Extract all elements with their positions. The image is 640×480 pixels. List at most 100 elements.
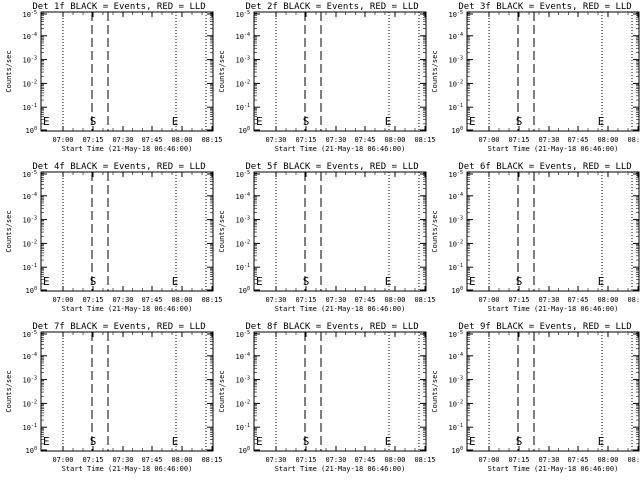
marker-end-label: E xyxy=(598,435,605,448)
x-tick-label: 08:15 xyxy=(627,456,640,464)
y-tick-exponent: -4 xyxy=(244,192,250,198)
x-axis-label: Start Time (21-May-18 06:46:00) xyxy=(275,305,406,313)
x-axis-label: Start Time (21-May-18 06:46:00) xyxy=(275,145,406,153)
y-tick-exponent: -2 xyxy=(31,399,37,405)
plot-frame xyxy=(466,171,640,292)
marker-end-label: E xyxy=(172,275,179,288)
y-tick-label: 10-4 xyxy=(449,192,463,201)
y-tick-exponent: -5 xyxy=(457,330,463,336)
y-axis-label: Counts/sec xyxy=(431,370,439,412)
plot-frame xyxy=(253,11,427,132)
marker-edge-label: E xyxy=(469,435,476,448)
x-tick-label: 07:30 xyxy=(538,136,559,144)
y-tick-label: 10-4 xyxy=(236,352,250,361)
y-tick-label: 10-2 xyxy=(236,79,250,88)
y-tick-label: 100 xyxy=(452,286,463,295)
y-tick-label: 10-1 xyxy=(449,423,463,432)
x-axis-label: Start Time (21-May-18 06:46:00) xyxy=(488,145,619,153)
y-tick-label: 10-3 xyxy=(236,216,250,225)
marker-edge-label: E xyxy=(256,115,263,128)
marker-start-label: S xyxy=(303,115,310,128)
y-tick-exponent: -1 xyxy=(31,263,37,269)
chart-title: Det 9f BLACK = Events, RED = LLD xyxy=(458,322,631,332)
y-tick-label: 10-2 xyxy=(236,239,250,248)
x-tick-label: 07:30 xyxy=(325,456,346,464)
y-tick-exponent: -2 xyxy=(457,399,463,405)
marker-end-label: E xyxy=(385,435,392,448)
y-axis-label: Counts/sec xyxy=(218,370,226,412)
marker-edge-label: E xyxy=(43,275,50,288)
y-tick-exponent: -1 xyxy=(244,103,250,109)
y-tick-label: 100 xyxy=(239,286,250,295)
y-tick-label: 100 xyxy=(452,126,463,135)
x-tick-label: 08:15 xyxy=(627,296,640,304)
y-tick-exponent: -3 xyxy=(31,56,37,62)
y-tick-exponent: -4 xyxy=(457,32,463,38)
y-tick-exponent: -4 xyxy=(244,32,250,38)
plot-frame xyxy=(466,11,640,132)
x-tick-label: 08:15 xyxy=(414,456,435,464)
x-tick-label: 08:00 xyxy=(171,136,192,144)
y-tick-label: 10-4 xyxy=(23,192,37,201)
x-tick-label: 07:30 xyxy=(265,296,286,304)
x-tick-label: 07:00 xyxy=(52,296,73,304)
y-tick-exponent: -1 xyxy=(31,103,37,109)
x-tick-label: 07:15 xyxy=(295,456,316,464)
x-tick-label: 08:15 xyxy=(414,136,435,144)
plot-frame xyxy=(466,331,640,452)
x-axis-label: Start Time (21-May-18 06:46:00) xyxy=(62,145,193,153)
y-tick-exponent: -4 xyxy=(457,192,463,198)
y-tick-exponent: -5 xyxy=(31,10,37,16)
y-tick-label: 10-1 xyxy=(236,423,250,432)
x-tick-label: 07:45 xyxy=(567,456,588,464)
x-tick-label: 07:15 xyxy=(82,296,103,304)
x-tick-label: 07:45 xyxy=(354,456,375,464)
x-tick-label: 07:00 xyxy=(52,136,73,144)
x-axis-label: Start Time (21-May-18 06:46:00) xyxy=(62,465,193,473)
x-tick-label: 07:30 xyxy=(265,456,286,464)
x-tick-label: 07:30 xyxy=(112,296,133,304)
y-tick-label: 10-3 xyxy=(449,56,463,65)
y-tick-label: 10-4 xyxy=(23,32,37,41)
chart-panel-9: Det 9f BLACK = Events, RED = LLD 100 10-1 1… xyxy=(431,322,640,473)
y-tick-label: 10-2 xyxy=(449,79,463,88)
y-tick-label: 10-1 xyxy=(23,423,37,432)
x-tick-label: 07:30 xyxy=(112,136,133,144)
y-tick-label: 10-5 xyxy=(236,170,250,179)
marker-end-label: E xyxy=(172,115,179,128)
y-tick-exponent: -1 xyxy=(457,423,463,429)
x-tick-label: 07:30 xyxy=(538,296,559,304)
x-tick-label: 08:00 xyxy=(384,136,405,144)
y-tick-exponent: 0 xyxy=(247,446,250,452)
chart-title: Det 2f BLACK = Events, RED = LLD xyxy=(245,2,418,12)
y-tick-label: 10-4 xyxy=(236,32,250,41)
x-tick-label: 07:15 xyxy=(508,296,529,304)
y-tick-exponent: -5 xyxy=(457,170,463,176)
y-axis-label: Counts/sec xyxy=(431,210,439,252)
x-tick-label: 08:00 xyxy=(384,456,405,464)
y-tick-exponent: -3 xyxy=(244,56,250,62)
x-tick-label: 08:00 xyxy=(597,136,618,144)
y-tick-label: 10-3 xyxy=(23,376,37,385)
y-tick-exponent: -2 xyxy=(244,399,250,405)
marker-start-label: S xyxy=(516,115,523,128)
y-tick-exponent: -4 xyxy=(244,352,250,358)
y-tick-label: 10-2 xyxy=(449,239,463,248)
x-axis-label: Start Time (21-May-18 06:46:00) xyxy=(488,465,619,473)
marker-start-label: S xyxy=(516,435,523,448)
y-tick-label: 100 xyxy=(239,126,250,135)
y-tick-exponent: 0 xyxy=(34,126,37,132)
marker-start-label: S xyxy=(90,435,97,448)
y-tick-label: 10-2 xyxy=(449,399,463,408)
y-tick-exponent: -4 xyxy=(31,352,37,358)
x-tick-label: 07:45 xyxy=(567,136,588,144)
y-tick-label: 100 xyxy=(26,286,37,295)
marker-start-label: S xyxy=(90,115,97,128)
x-tick-label: 08:00 xyxy=(171,296,192,304)
y-axis-label: Counts/sec xyxy=(431,50,439,92)
marker-edge-label: E xyxy=(43,435,50,448)
y-tick-exponent: -5 xyxy=(244,10,250,16)
y-axis-label: Counts/sec xyxy=(218,50,226,92)
x-tick-label: 07:15 xyxy=(508,456,529,464)
